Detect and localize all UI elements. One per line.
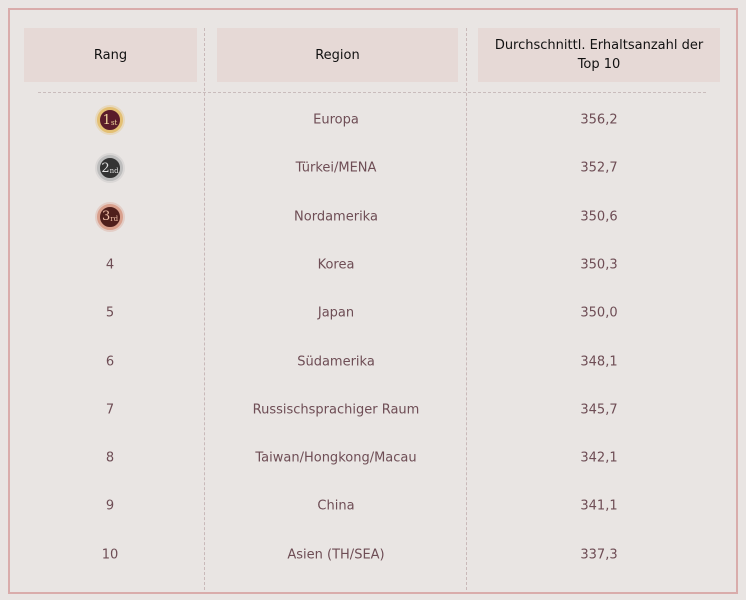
value: 348,1 (580, 354, 618, 369)
value: 350,0 (580, 305, 618, 321)
table-row: 10 Asien (TH/SEA) 337,3 (24, 531, 720, 579)
header-region: Region (217, 28, 458, 82)
rank: 7 (105, 402, 115, 418)
table-frame (8, 8, 738, 594)
table-row: 6 Südamerika 348,1 (24, 338, 720, 386)
column-divider (466, 28, 467, 590)
region: Taiwan/Hongkong/Macau (255, 450, 417, 466)
region: China (317, 498, 355, 514)
region: Japan (317, 305, 355, 321)
table-row: 4 Korea 350,3 (24, 241, 720, 289)
value: 350,3 (580, 257, 618, 273)
table-row: 8 Taiwan/Hongkong/Macau 342,1 (24, 434, 720, 482)
rank: 10 (101, 547, 119, 563)
region: Russischsprachiger Raum (252, 402, 420, 418)
rank: 5 (105, 305, 115, 321)
header-divider (38, 92, 706, 93)
value: 337,3 (580, 547, 618, 563)
rank: 8 (105, 450, 115, 466)
value: 352,7 (580, 160, 618, 176)
value: 345,7 (580, 402, 618, 418)
region: Südamerika (297, 354, 375, 369)
header-value: Durchschnittl. Erhaltsanzahl der Top 10 (478, 28, 720, 82)
region: Nordamerika (294, 209, 378, 225)
value: 341,1 (580, 498, 618, 514)
region: Türkei/MENA (295, 160, 377, 176)
column-divider (204, 28, 205, 590)
region: Korea (317, 257, 355, 273)
table-row: 9 China 341,1 (24, 482, 720, 530)
value: 342,1 (580, 450, 618, 466)
value: 356,2 (580, 112, 618, 128)
rank: 4 (105, 257, 115, 273)
value: 350,6 (580, 209, 618, 225)
header-rank: Rang (24, 28, 197, 82)
table-row: 5 Japan 350,0 (24, 289, 720, 337)
rank: 6 (105, 354, 115, 369)
rank: 9 (105, 498, 115, 514)
table-row: 7 Russischsprachiger Raum 345,7 (24, 386, 720, 434)
region: Asien (TH/SEA) (287, 547, 385, 563)
region: Europa (313, 112, 359, 128)
